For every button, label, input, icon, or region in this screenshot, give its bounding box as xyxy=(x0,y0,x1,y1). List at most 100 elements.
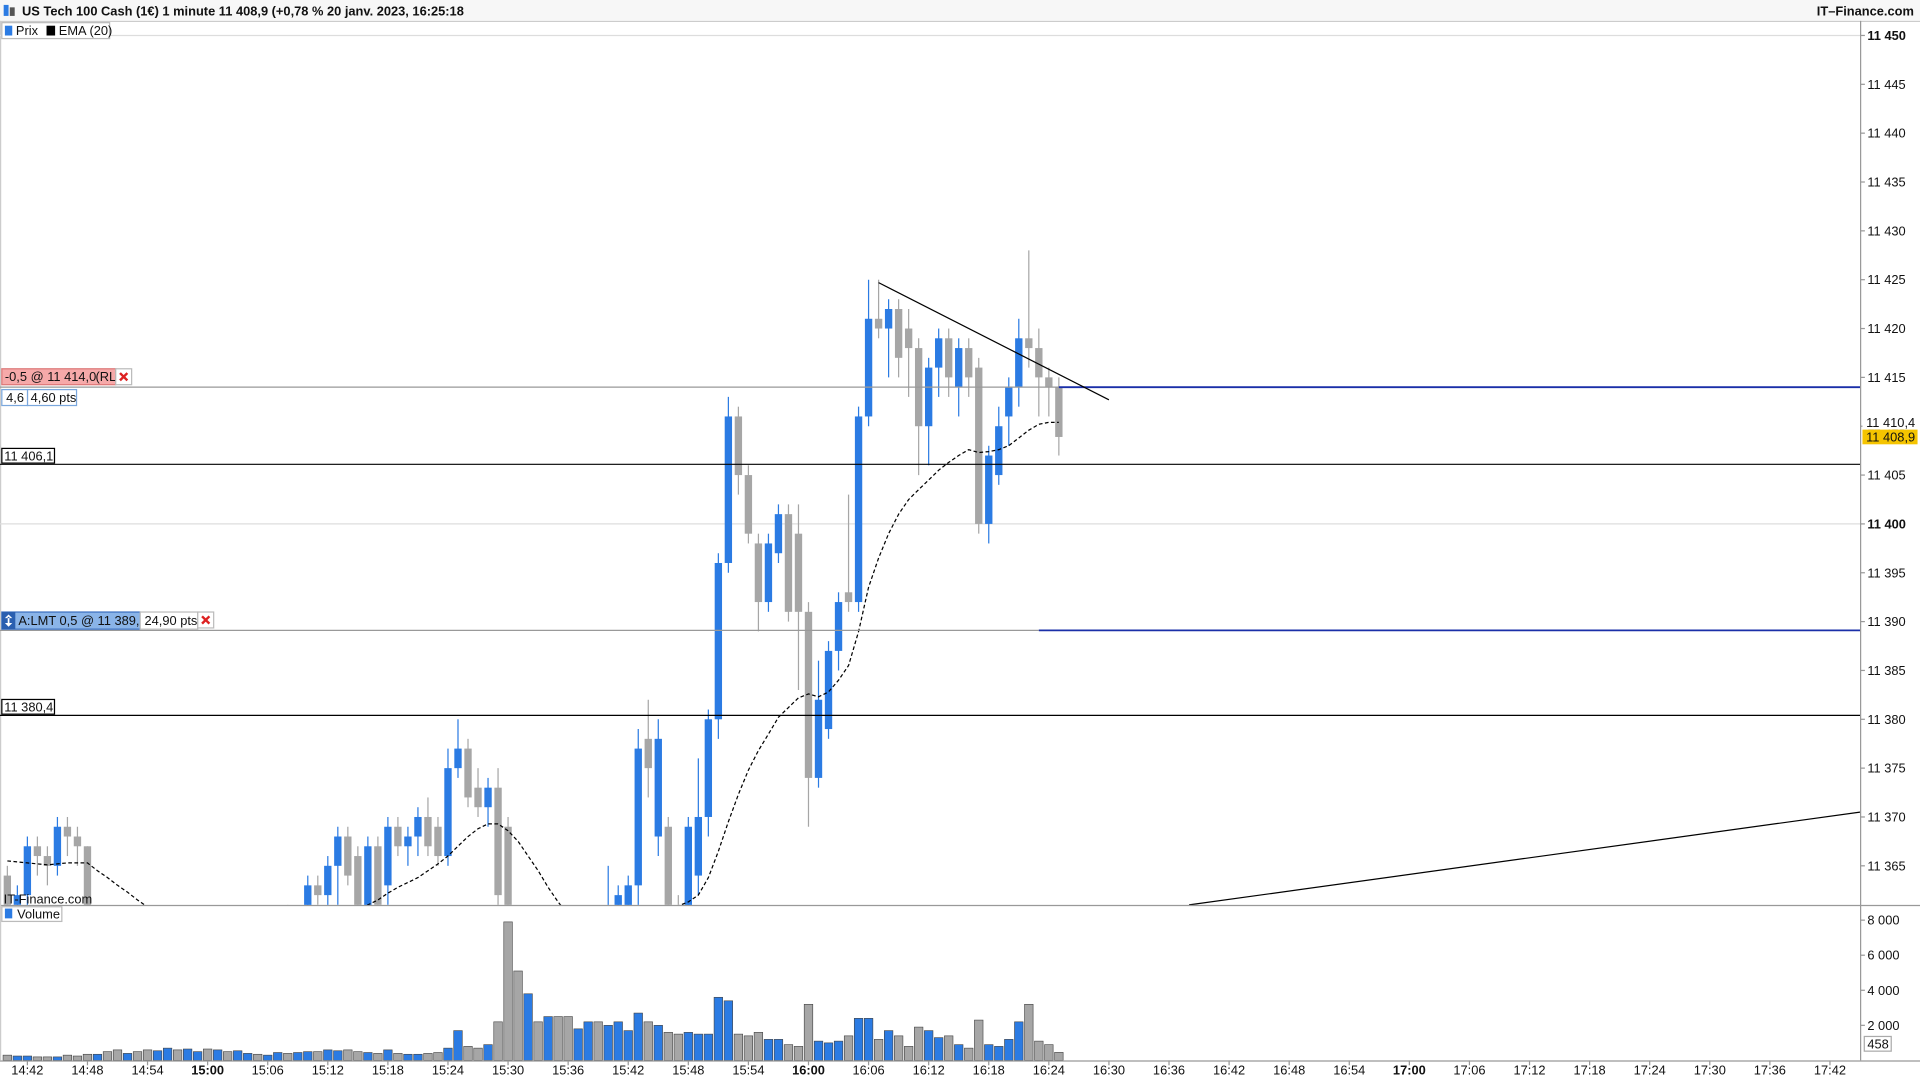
candle-body xyxy=(884,308,893,329)
volume-bar xyxy=(162,1047,173,1061)
candle-body xyxy=(334,836,342,866)
x-tick-label: 16:54 xyxy=(1333,1063,1365,1078)
volume-bar xyxy=(984,1044,994,1061)
y-tick-label: 11 385 xyxy=(1867,663,1905,678)
x-tick-label: 14:42 xyxy=(11,1063,43,1078)
volume-bar xyxy=(763,1039,774,1061)
trendline xyxy=(1188,811,1860,905)
candle-body xyxy=(684,826,692,905)
y-tick-label: 11 395 xyxy=(1867,565,1905,580)
volume-bar xyxy=(683,1032,693,1061)
x-tick-label: 15:48 xyxy=(672,1063,704,1078)
volume-bar xyxy=(643,1021,653,1061)
volume-bar xyxy=(423,1053,433,1061)
order-tag: (RL) xyxy=(96,369,121,384)
ema-last-label: 11 410,4 xyxy=(1866,415,1915,430)
price-panel xyxy=(3,250,1063,905)
volume-bar xyxy=(603,1025,613,1061)
candle-body xyxy=(624,885,632,905)
candle-body xyxy=(874,318,883,329)
volume-bar xyxy=(92,1053,103,1061)
y-tick-label: 11 400 xyxy=(1867,516,1906,531)
candle-body xyxy=(444,768,452,857)
x-tick-label: 15:30 xyxy=(492,1063,524,1078)
volume-tick-label: 2 000 xyxy=(1867,1018,1899,1033)
candle-body xyxy=(664,826,672,905)
volume-bar xyxy=(1004,1039,1014,1061)
volume-bar xyxy=(753,1032,764,1061)
volume-bar xyxy=(693,1033,703,1061)
volume-bar xyxy=(1034,1040,1044,1061)
y-tick-label: 11 390 xyxy=(1867,614,1905,629)
candle-body xyxy=(844,592,853,603)
x-tick-label: 17:12 xyxy=(1513,1063,1545,1078)
volume-tick-label: 6 000 xyxy=(1867,948,1899,963)
volume-bar xyxy=(183,1048,193,1061)
volume-bar xyxy=(62,1054,73,1061)
volume-bar xyxy=(633,1012,643,1061)
volume-bar xyxy=(733,1033,743,1061)
candle-body xyxy=(734,416,743,476)
candle-body xyxy=(644,738,652,769)
candle-body xyxy=(614,895,622,905)
candle-body xyxy=(955,348,963,388)
volume-bar xyxy=(663,1032,673,1061)
legend-swatch xyxy=(46,25,56,36)
legend-swatch xyxy=(4,25,13,36)
volume-bar xyxy=(273,1052,283,1061)
candle-body xyxy=(314,885,322,896)
volume-bar xyxy=(313,1051,323,1061)
candle-body xyxy=(824,650,833,730)
candle-body xyxy=(704,719,713,817)
volume-bar xyxy=(283,1053,293,1061)
y-tick-label: 11 430 xyxy=(1867,223,1905,238)
candle-body xyxy=(364,846,372,905)
candle-body xyxy=(1015,338,1023,388)
candle-body xyxy=(764,543,773,603)
volume-bar xyxy=(253,1053,263,1061)
order-text: A:LMT 0,5 @ 11 389,1 xyxy=(18,613,146,628)
candle-body xyxy=(43,856,52,866)
x-tick-label: 15:24 xyxy=(432,1063,464,1078)
volume-bar xyxy=(974,1019,984,1061)
candle-body xyxy=(1025,338,1033,349)
volume-tick-label: 4 000 xyxy=(1867,983,1899,998)
candle-body xyxy=(1035,348,1043,378)
y-tick-label: 11 435 xyxy=(1867,175,1905,190)
x-tick-label: 15:18 xyxy=(372,1063,404,1078)
candle-body xyxy=(53,826,62,866)
volume-bar xyxy=(523,993,533,1061)
x-tick-label: 17:06 xyxy=(1453,1063,1485,1078)
header-icon xyxy=(3,4,9,16)
volume-bar xyxy=(533,1021,543,1061)
volume-bar xyxy=(403,1053,413,1061)
volume-bar xyxy=(1044,1044,1054,1061)
volume-bar xyxy=(613,1021,623,1061)
candle-body xyxy=(484,787,492,808)
candle-body xyxy=(3,875,12,905)
volume-bar xyxy=(72,1055,83,1061)
last-volume-label: 458 xyxy=(1867,1036,1888,1051)
volume-bar xyxy=(713,996,723,1061)
volume-bar xyxy=(463,1046,473,1061)
candle-body xyxy=(774,514,783,554)
candle-body xyxy=(924,367,933,427)
legend-label: Volume xyxy=(17,907,60,922)
points-box xyxy=(26,388,78,407)
candle-body xyxy=(464,748,472,798)
x-tick-label: 16:06 xyxy=(853,1063,885,1078)
trendline xyxy=(878,282,1110,401)
volume-bar xyxy=(102,1051,113,1061)
volume-bar xyxy=(293,1052,303,1061)
candle-body xyxy=(33,846,42,857)
volume-panel xyxy=(2,921,1064,1061)
level-label: 11 406,1 xyxy=(4,448,53,463)
x-tick-label: 15:36 xyxy=(552,1063,584,1078)
order-label[interactable]: A:LMT 0,5 @ 11 389,124,90 pts xyxy=(1,611,215,630)
candle-body xyxy=(864,318,873,417)
volume-bar xyxy=(203,1048,213,1061)
last-price-label: 11 408,9 xyxy=(1866,429,1915,444)
order-label[interactable]: -0,5 @ 11 414,0 (RL) 4,6 4,60 pts xyxy=(1,368,133,407)
volume-bar xyxy=(924,1030,934,1061)
